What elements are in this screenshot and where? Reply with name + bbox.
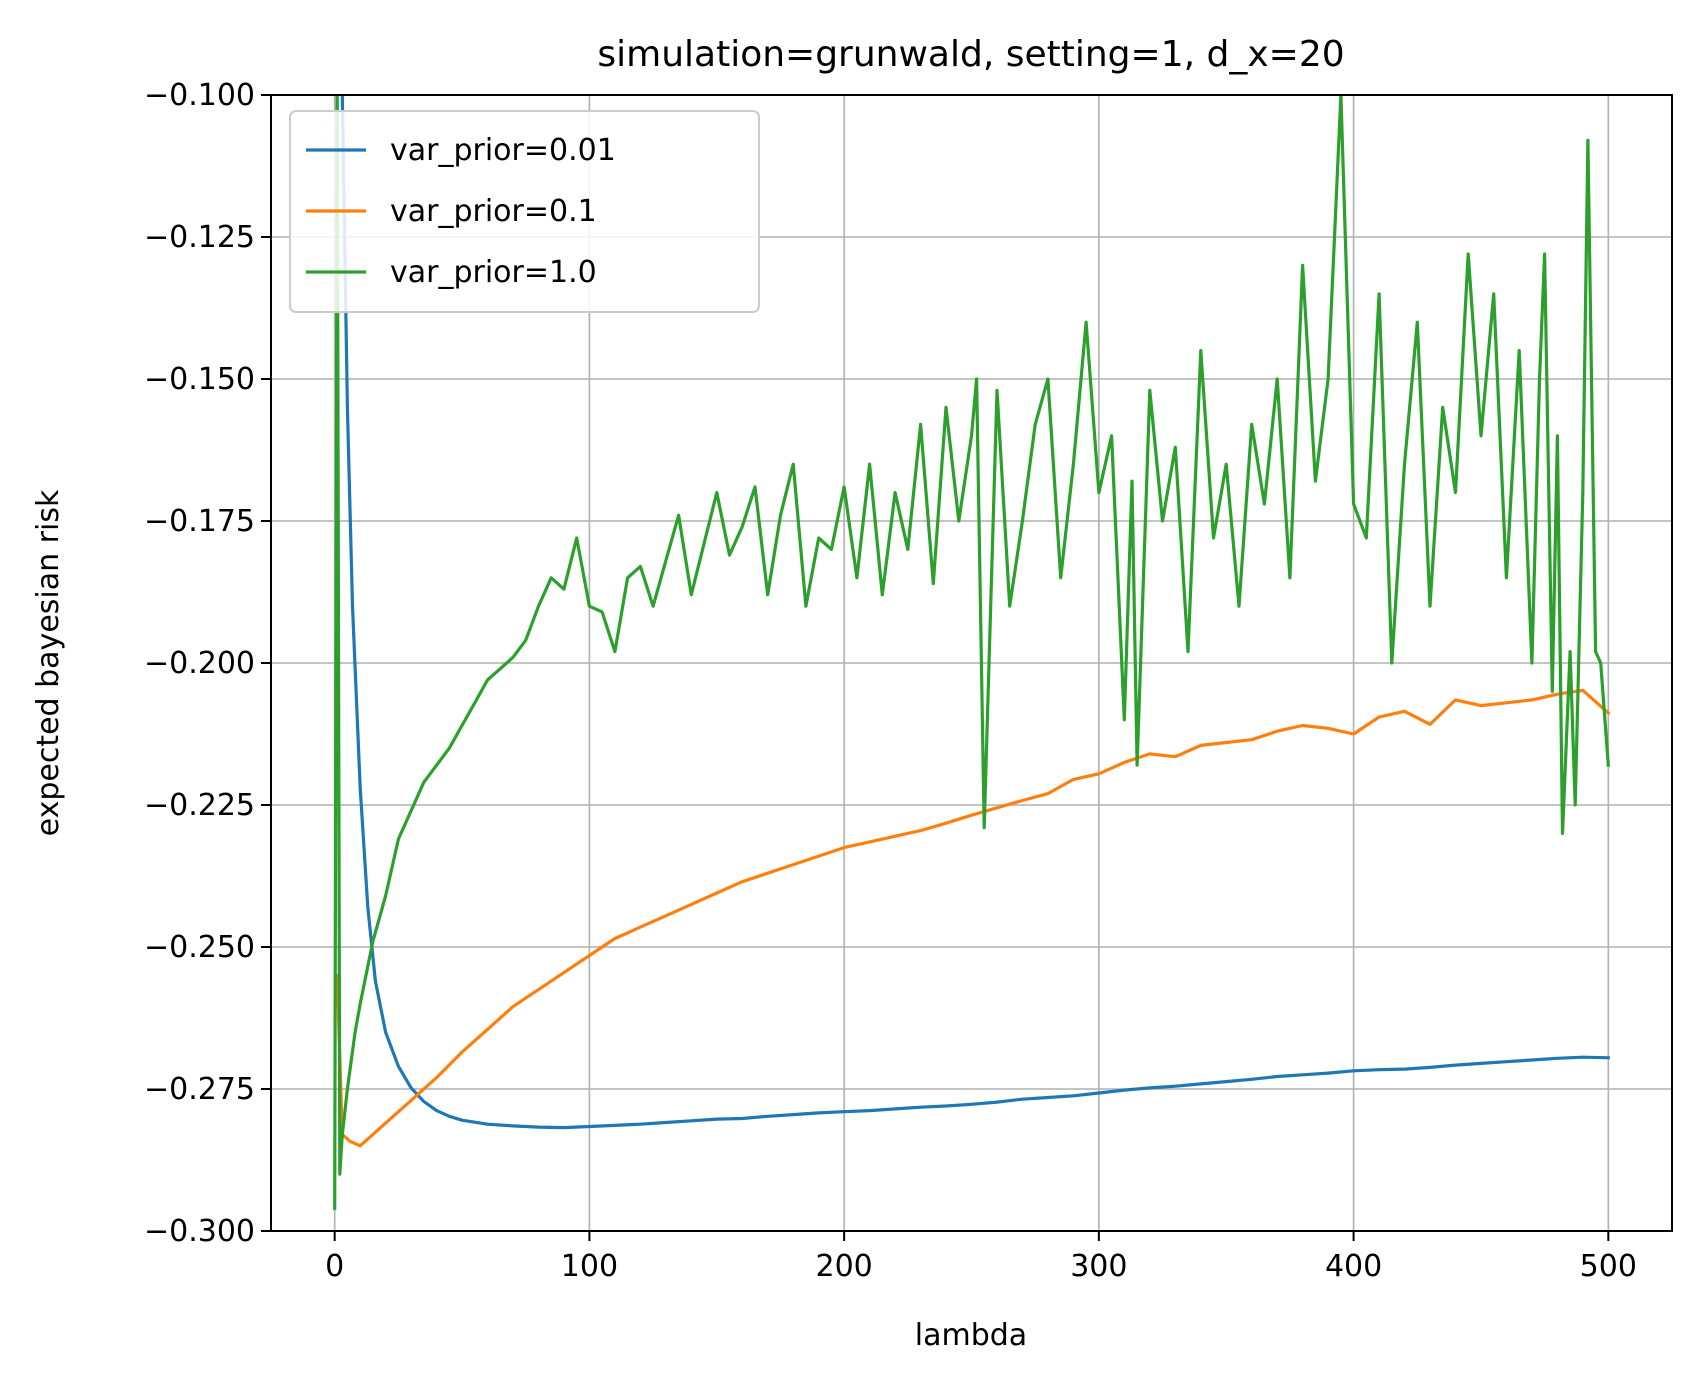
x-tick-label: 500 [1580,1249,1637,1284]
legend: var_prior=0.01 var_prior=0.1 var_prior=1.0 [289,110,760,313]
series-line-1 [340,95,1610,1130]
x-tick-label: 200 [816,1249,873,1284]
y-axis-ticks: −0.300 −0.275 −0.250 −0.225 −0.200 −0.175 −0.1… [144,78,271,1249]
legend-label-3: var_prior=1.0 [390,255,597,290]
legend-box [289,110,760,313]
y-tick-label: −0.150 [144,362,255,397]
y-tick-label: −0.275 [144,1072,255,1107]
y-tick-label: −0.200 [144,646,255,681]
y-axis-label: expected bayesian risk [31,489,66,836]
chart-title: simulation=grunwald, setting=1, d_x=20 [597,34,1344,75]
x-axis-ticks: 0 100 200 300 400 500 [325,1231,1637,1284]
y-tick-label: −0.125 [144,220,255,255]
x-tick-label: 400 [1325,1249,1382,1284]
y-tick-label: −0.175 [144,504,255,539]
y-tick-label: −0.100 [144,78,255,113]
legend-label-2: var_prior=0.1 [390,194,597,229]
y-tick-label: −0.300 [144,1214,255,1249]
legend-label-1: var_prior=0.01 [390,133,616,168]
y-tick-label: −0.250 [144,930,255,965]
y-tick-label: −0.225 [144,788,255,823]
x-axis-label: lambda [915,1318,1027,1353]
series-lines [333,95,1611,1210]
series-line-2 [335,688,1611,1148]
x-tick-label: 100 [561,1249,618,1284]
x-tick-label: 0 [325,1249,344,1284]
x-tick-label: 300 [1070,1249,1127,1284]
series-line-3 [333,95,1611,1210]
